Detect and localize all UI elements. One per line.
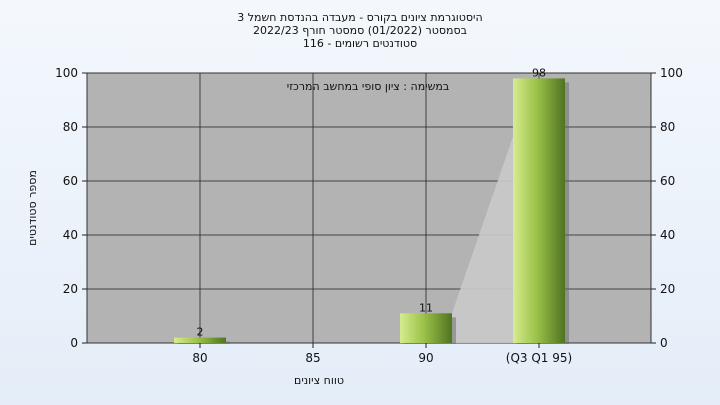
y-tick-label-left-0: 0 [70, 336, 78, 350]
labels: 2 11 98 0 0 20 20 40 40 60 60 80 80 100 100 80 85 90 (Q3 Q… [55, 66, 683, 365]
x-tick-label-0: 80 [192, 351, 207, 365]
x-tick-label-2: 90 [418, 351, 433, 365]
chart-title-line-2: בסמסטר (01/2022) סמסטר חורף 2022/23 [253, 24, 467, 37]
shadow-wedge [452, 136, 513, 343]
x-tick-label-1: 85 [305, 351, 320, 365]
y-tick-label-right-20: 20 [660, 282, 675, 296]
y-tick-label-left-20: 20 [63, 282, 78, 296]
bars [174, 78, 569, 345]
y-tick-label-right-80: 80 [660, 120, 675, 134]
data-label-3: 98 [532, 66, 546, 79]
chart-annotation: במשימה : ציון סופי במחשב המרכזי [287, 80, 450, 93]
axes [82, 72, 656, 348]
y-tick-label-right-60: 60 [660, 174, 675, 188]
data-label-2: 11 [419, 301, 433, 314]
bar-2 [400, 313, 452, 343]
bar-3 [513, 78, 565, 344]
chart-title-line-1: היסטוגרמת ציונים בקורס - מעבדה בהנדסת חש… [237, 11, 483, 24]
y-tick-label-left-100: 100 [55, 66, 78, 80]
chart-title-line-3: סטודנטים רשומים - 116 [302, 37, 418, 50]
y-tick-label-left-60: 60 [63, 174, 78, 188]
shadow-region [452, 136, 513, 343]
data-label-0: 2 [197, 326, 204, 339]
y-tick-label-right-40: 40 [660, 228, 675, 242]
y-tick-label-left-40: 40 [63, 228, 78, 242]
y-axis-title: מספר סטודנטים [26, 170, 39, 246]
x-axis-title: טווח ציונים [294, 374, 344, 387]
y-tick-label-right-0: 0 [660, 336, 668, 350]
y-tick-label-right-100: 100 [660, 66, 683, 80]
y-tick-label-left-80: 80 [63, 120, 78, 134]
x-tick-label-3: (Q3 Q1 95) [506, 351, 572, 365]
bar-0 [174, 337, 226, 343]
